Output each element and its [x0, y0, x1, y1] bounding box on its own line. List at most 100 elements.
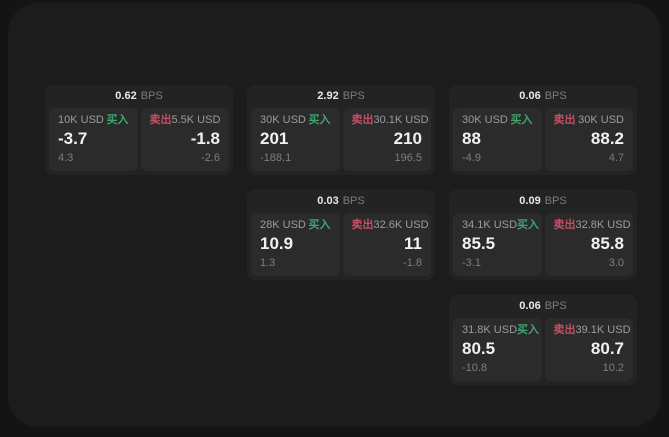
- sell-tile-header: 卖出 32.8K USD: [553, 219, 631, 232]
- card-body: 10K USD 买入 -3.7 4.3 卖出 5.5K USD -1.8 -2.…: [45, 108, 233, 175]
- quote-card: 0.09 BPS 34.1K USD 买入 85.5 -3.1 卖出 32.8K…: [449, 190, 637, 280]
- buy-price-value: 88: [462, 129, 481, 148]
- buy-quote-tile[interactable]: 10K USD 买入 -3.7 4.3: [49, 108, 138, 171]
- bps-unit-label: BPS: [544, 90, 567, 102]
- sell-tile-header: 卖出 30K USD: [554, 114, 625, 127]
- sell-side-label: 卖出: [351, 114, 374, 126]
- sell-size-label: 39.1K USD: [575, 324, 631, 336]
- buy-side-label: 买入: [517, 219, 540, 231]
- buy-tile-header: 30K USD 买入: [462, 114, 533, 127]
- sell-tile-header: 卖出 32.6K USD: [351, 219, 429, 232]
- buy-side-label: 买入: [308, 219, 331, 231]
- sell-delta-value: 196.5: [394, 152, 422, 164]
- buy-delta-value: 4.3: [58, 152, 74, 164]
- sell-side-label: 卖出: [553, 324, 576, 336]
- buy-quote-tile[interactable]: 28K USD 买入 10.9 1.3: [251, 213, 340, 276]
- card-body: 34.1K USD 买入 85.5 -3.1 卖出 32.8K USD 85.8…: [449, 213, 637, 280]
- sell-quote-tile[interactable]: 卖出 32.8K USD 85.8 3.0: [544, 213, 633, 276]
- buy-side-label: 买入: [517, 324, 540, 336]
- sell-delta-value: 10.2: [602, 362, 624, 374]
- sell-delta-value: 3.0: [608, 257, 624, 269]
- sell-quote-tile[interactable]: 卖出 30.1K USD 210 196.5: [342, 108, 431, 171]
- card-bps-header: 0.62 BPS: [45, 85, 233, 108]
- sell-price-value: 85.8: [590, 234, 624, 253]
- buy-price-value: 201: [260, 129, 289, 148]
- sell-delta-value: -1.8: [403, 257, 422, 269]
- buy-delta-value: 1.3: [260, 257, 276, 269]
- buy-delta-value: -188.1: [260, 152, 292, 164]
- card-body: 30K USD 买入 88 -4.9 卖出 30K USD 88.2 4.7: [449, 108, 637, 175]
- quotes-surface: 0.62 BPS 10K USD 买入 -3.7 4.3 卖出 5.5K USD…: [8, 3, 661, 427]
- buy-size-label: 31.8K USD: [462, 324, 518, 336]
- sell-price-value: 88.2: [590, 129, 624, 148]
- quote-card: 2.92 BPS 30K USD 买入 201 -188.1 卖出 30.1K …: [247, 85, 435, 175]
- sell-size-label: 32.8K USD: [575, 219, 631, 231]
- card-body: 31.8K USD 买入 80.5 -10.8 卖出 39.1K USD 80.…: [449, 318, 637, 385]
- buy-delta-value: -10.8: [462, 362, 488, 374]
- sell-price-value: -1.8: [190, 129, 220, 148]
- card-bps-header: 2.92 BPS: [247, 85, 435, 108]
- sell-side-label: 卖出: [149, 114, 172, 126]
- buy-side-label: 买入: [510, 114, 533, 126]
- bps-unit-label: BPS: [342, 195, 365, 207]
- sell-quote-tile[interactable]: 卖出 39.1K USD 80.7 10.2: [544, 318, 633, 381]
- sell-delta-value: 4.7: [608, 152, 624, 164]
- sell-tile-header: 卖出 39.1K USD: [553, 324, 631, 337]
- quote-card: 0.06 BPS 31.8K USD 买入 80.5 -10.8 卖出 39.1…: [449, 295, 637, 385]
- sell-side-label: 卖出: [553, 114, 576, 126]
- buy-tile-header: 31.8K USD 买入: [462, 324, 539, 337]
- card-body: 28K USD 买入 10.9 1.3 卖出 32.6K USD 11 -1.8: [247, 213, 435, 280]
- quote-cards-grid: 0.62 BPS 10K USD 买入 -3.7 4.3 卖出 5.5K USD…: [45, 85, 637, 385]
- sell-delta-value: -2.6: [201, 152, 220, 164]
- sell-quote-tile[interactable]: 卖出 32.6K USD 11 -1.8: [342, 213, 431, 276]
- bps-value: 0.06: [519, 300, 541, 312]
- buy-side-label: 买入: [308, 114, 331, 126]
- card-bps-header: 0.03 BPS: [247, 190, 435, 213]
- buy-tile-header: 30K USD 买入: [260, 114, 331, 127]
- buy-price-value: 85.5: [462, 234, 496, 253]
- buy-quote-tile[interactable]: 34.1K USD 买入 85.5 -3.1: [453, 213, 542, 276]
- buy-side-label: 买入: [106, 114, 129, 126]
- bps-value: 0.62: [115, 90, 137, 102]
- sell-quote-tile[interactable]: 卖出 30K USD 88.2 4.7: [544, 108, 633, 171]
- sell-size-label: 30K USD: [578, 114, 624, 126]
- quote-card: 0.03 BPS 28K USD 买入 10.9 1.3 卖出 32.6K US…: [247, 190, 435, 280]
- buy-delta-value: -4.9: [462, 152, 481, 164]
- buy-price-value: 10.9: [260, 234, 294, 253]
- sell-size-label: 30.1K USD: [373, 114, 429, 126]
- sell-price-value: 80.7: [590, 339, 624, 358]
- sell-price-value: 210: [393, 129, 422, 148]
- buy-quote-tile[interactable]: 30K USD 买入 88 -4.9: [453, 108, 542, 171]
- sell-side-label: 卖出: [553, 219, 576, 231]
- card-body: 30K USD 买入 201 -188.1 卖出 30.1K USD 210 1…: [247, 108, 435, 175]
- buy-size-label: 34.1K USD: [462, 219, 518, 231]
- bps-unit-label: BPS: [140, 90, 163, 102]
- quote-card: 0.06 BPS 30K USD 买入 88 -4.9 卖出 30K USD 8…: [449, 85, 637, 175]
- buy-tile-header: 28K USD 买入: [260, 219, 331, 232]
- bps-value: 0.09: [519, 195, 541, 207]
- buy-delta-value: -3.1: [462, 257, 481, 269]
- sell-tile-header: 卖出 5.5K USD: [150, 114, 221, 127]
- bps-unit-label: BPS: [342, 90, 365, 102]
- buy-size-label: 30K USD: [260, 114, 306, 126]
- sell-price-value: 11: [404, 234, 422, 253]
- buy-price-value: -3.7: [58, 129, 88, 148]
- buy-quote-tile[interactable]: 30K USD 买入 201 -188.1: [251, 108, 340, 171]
- sell-size-label: 32.6K USD: [373, 219, 429, 231]
- bps-unit-label: BPS: [544, 195, 567, 207]
- sell-side-label: 卖出: [351, 219, 374, 231]
- bps-unit-label: BPS: [544, 300, 567, 312]
- sell-tile-header: 卖出 30.1K USD: [351, 114, 429, 127]
- card-bps-header: 0.09 BPS: [449, 190, 637, 213]
- buy-size-label: 10K USD: [58, 114, 104, 126]
- buy-price-value: 80.5: [462, 339, 496, 358]
- buy-size-label: 30K USD: [462, 114, 508, 126]
- card-bps-header: 0.06 BPS: [449, 85, 637, 108]
- quote-card: 0.62 BPS 10K USD 买入 -3.7 4.3 卖出 5.5K USD…: [45, 85, 233, 175]
- buy-tile-header: 34.1K USD 买入: [462, 219, 539, 232]
- buy-size-label: 28K USD: [260, 219, 306, 231]
- sell-quote-tile[interactable]: 卖出 5.5K USD -1.8 -2.6: [140, 108, 229, 171]
- bps-value: 0.06: [519, 90, 541, 102]
- buy-quote-tile[interactable]: 31.8K USD 买入 80.5 -10.8: [453, 318, 542, 381]
- buy-tile-header: 10K USD 买入: [58, 114, 129, 127]
